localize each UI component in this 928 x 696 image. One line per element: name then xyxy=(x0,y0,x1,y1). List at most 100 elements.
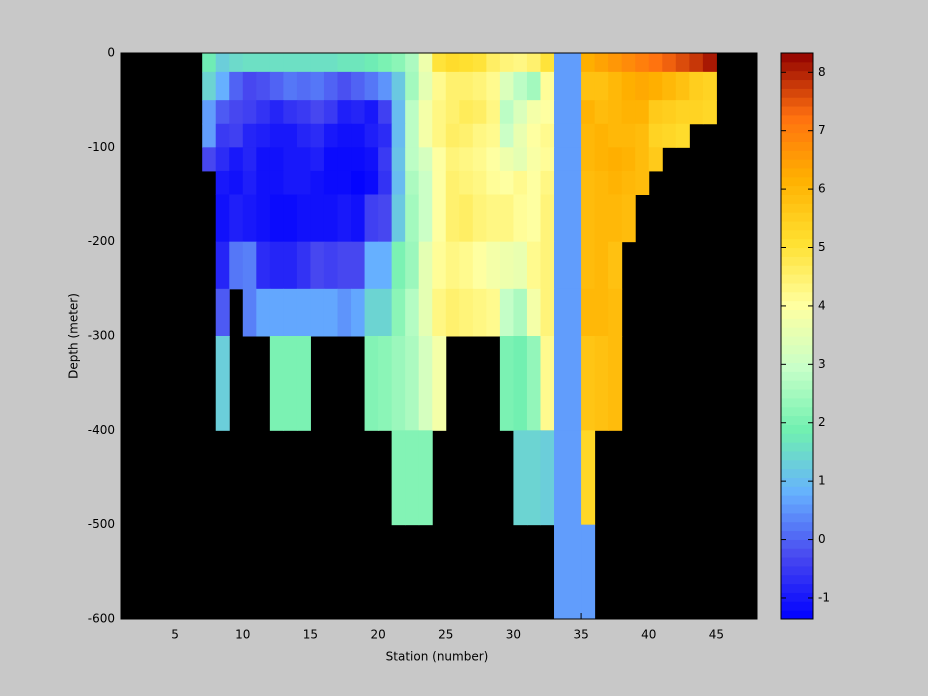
heatmap-cell xyxy=(229,100,244,125)
heatmap-cell xyxy=(445,123,460,148)
heatmap-cell xyxy=(269,170,284,195)
colorbar-band xyxy=(781,309,813,319)
heatmap-cell xyxy=(621,100,636,125)
colorbar-band xyxy=(781,557,813,567)
colorbar-tick-label: 4 xyxy=(818,298,826,312)
heatmap-cell xyxy=(202,123,217,148)
y-tick-label: -500 xyxy=(88,517,115,531)
colorbar-band xyxy=(781,610,813,620)
heatmap-cell xyxy=(526,123,541,148)
heatmap-cell xyxy=(202,53,217,73)
heatmap-cell xyxy=(540,53,555,73)
heatmap-cell xyxy=(554,430,569,526)
heatmap-cell xyxy=(391,147,406,172)
heatmap-cell xyxy=(364,100,379,125)
heatmap-cell xyxy=(472,194,487,243)
colorbar-band xyxy=(781,265,813,275)
colorbar-band xyxy=(781,389,813,399)
heatmap-cell xyxy=(310,71,325,101)
heatmap-cell xyxy=(337,241,352,290)
heatmap-cell xyxy=(310,170,325,195)
colorbar-band xyxy=(781,256,813,266)
heatmap-cell xyxy=(675,123,690,148)
heatmap-cell xyxy=(418,123,433,148)
heatmap-cell xyxy=(215,123,230,148)
heatmap-cell xyxy=(459,147,474,172)
heatmap-cell xyxy=(608,288,623,337)
heatmap-cell xyxy=(581,430,596,526)
colorbar-band xyxy=(781,380,813,390)
heatmap-cell xyxy=(594,100,609,125)
colorbar-band xyxy=(781,539,813,549)
heatmap-cell xyxy=(445,288,460,337)
heatmap-cell xyxy=(310,288,325,337)
heatmap-cell xyxy=(364,53,379,73)
heatmap-cell xyxy=(554,336,569,431)
colorbar-tick-label: 6 xyxy=(818,182,826,196)
heatmap-cell xyxy=(323,53,339,73)
heatmap-cell xyxy=(702,71,717,101)
heatmap-cell xyxy=(269,53,284,73)
y-tick-label: -600 xyxy=(88,612,115,626)
heatmap-cell xyxy=(256,194,271,243)
heatmap-cell xyxy=(702,100,717,125)
colorbar-frame xyxy=(780,52,814,620)
heatmap-cell xyxy=(513,100,528,125)
heatmap-cell xyxy=(323,71,339,101)
colorbar-band xyxy=(781,601,813,611)
heatmap-cell xyxy=(608,170,623,195)
heatmap-cell xyxy=(567,71,582,101)
y-tick-label: -100 xyxy=(88,140,115,154)
heatmap-cell xyxy=(269,71,284,101)
colorbar-tick-label: 1 xyxy=(818,474,826,488)
colorbar-tick-label: 5 xyxy=(818,240,826,254)
heatmap-cell xyxy=(594,170,609,195)
heatmap-cell xyxy=(283,100,298,125)
heatmap-cell xyxy=(621,123,636,148)
heatmap-cell xyxy=(256,147,271,172)
heatmap-cell xyxy=(486,170,501,195)
heatmap-cell xyxy=(635,170,650,195)
heatmap-cell xyxy=(608,71,623,101)
heatmap-cell xyxy=(567,288,582,337)
colorbar-band xyxy=(781,397,813,408)
heatmap-cell xyxy=(351,194,366,243)
heatmap-cell xyxy=(283,194,298,243)
colorbar-band xyxy=(781,114,813,125)
heatmap-cell xyxy=(364,194,379,243)
heatmap-cell xyxy=(242,100,257,125)
heatmap-cell xyxy=(689,53,704,73)
heatmap-cell xyxy=(486,288,501,337)
heatmap-cell xyxy=(459,288,474,337)
heatmap-cell xyxy=(351,53,366,73)
colorbar-band xyxy=(781,415,813,425)
heatmap-cell xyxy=(499,123,514,148)
heatmap-cell xyxy=(459,123,474,148)
y-tick-label: 0 xyxy=(107,46,115,60)
heatmap-cell xyxy=(391,170,406,195)
heatmap-cell xyxy=(472,288,487,337)
heatmap-cell xyxy=(405,241,420,290)
heatmap-cell xyxy=(242,194,257,243)
heatmap-cell xyxy=(554,170,569,195)
heatmap-cell xyxy=(283,288,298,337)
heatmap-cell xyxy=(581,194,596,243)
heatmap-cell xyxy=(499,147,514,172)
heatmap-cell xyxy=(554,194,569,243)
heatmap-cell xyxy=(499,100,514,125)
heatmap-cell xyxy=(418,336,433,431)
heatmap-cell xyxy=(621,147,636,172)
heatmap-cell xyxy=(581,100,596,125)
heatmap-cell xyxy=(242,53,257,73)
heatmap-cell xyxy=(364,71,379,101)
heatmap-cell xyxy=(702,53,717,73)
heatmap-cell xyxy=(418,430,433,526)
heatmap-cell xyxy=(391,123,406,148)
y-tick-label: -400 xyxy=(88,423,115,437)
heatmap-cell xyxy=(432,123,447,148)
heatmap-cell xyxy=(337,194,352,243)
heatmap-cell xyxy=(513,170,528,195)
heatmap-cell xyxy=(675,100,690,125)
heatmap-cell xyxy=(391,336,406,431)
y-axis-label: Depth (meter) xyxy=(67,293,81,379)
